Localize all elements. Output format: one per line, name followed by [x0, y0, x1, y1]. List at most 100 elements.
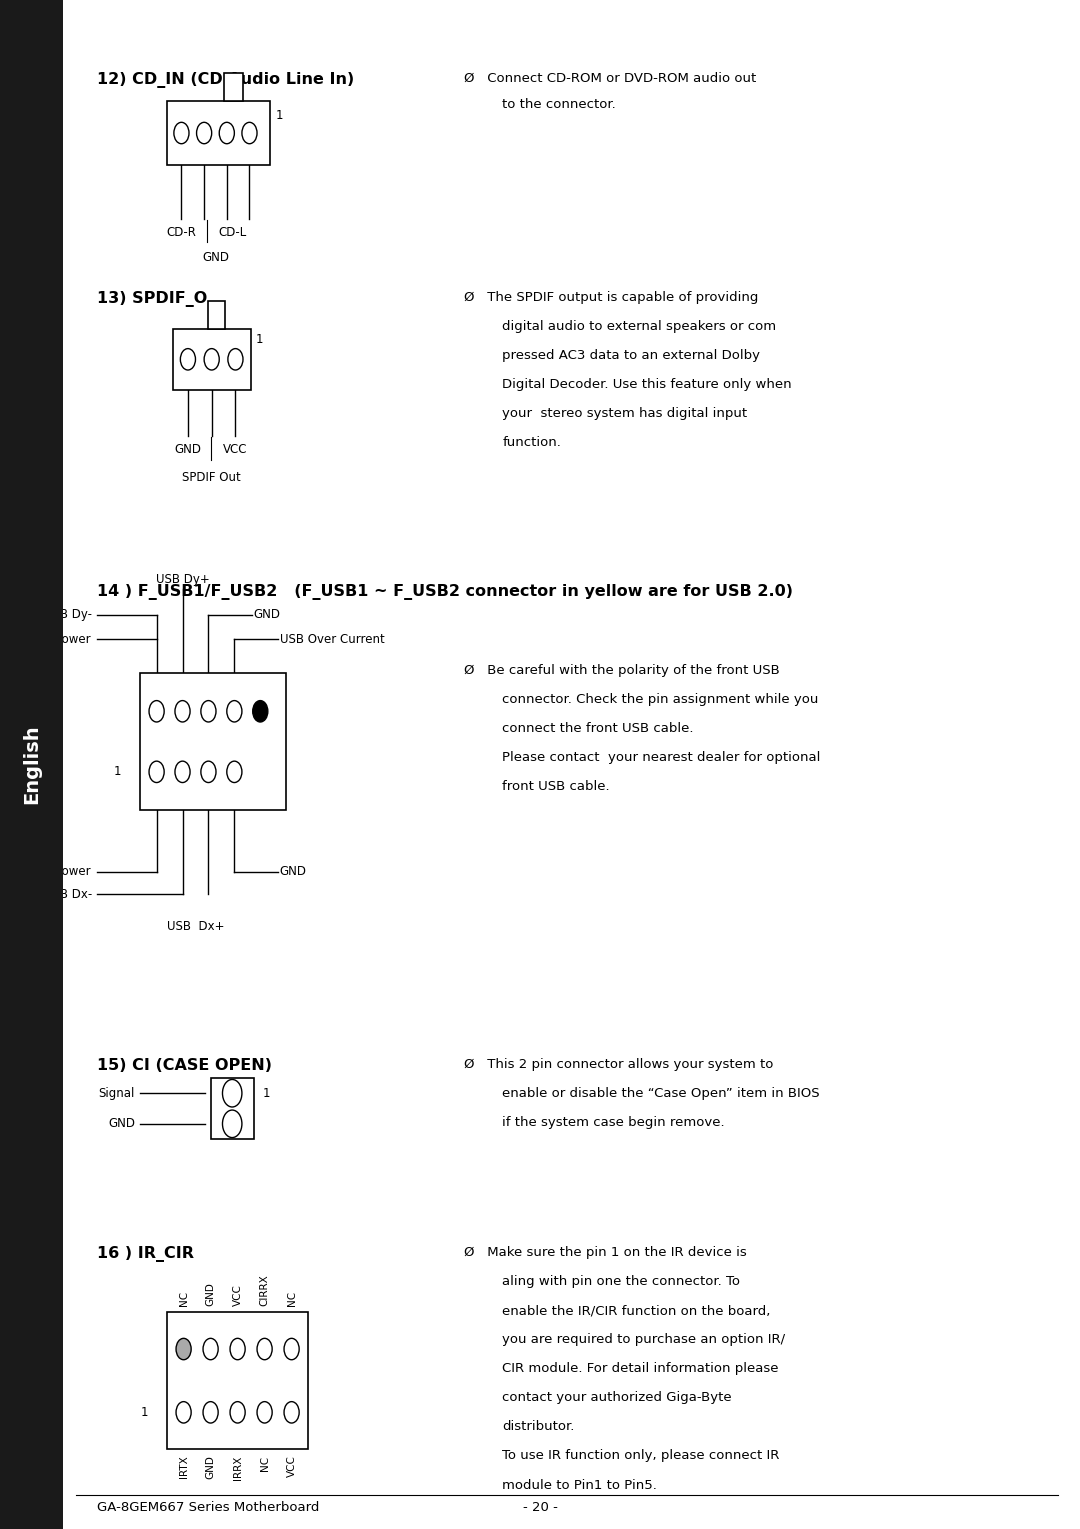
Text: IRRX: IRRX	[232, 1456, 243, 1480]
Text: module to Pin1 to Pin5.: module to Pin1 to Pin5.	[502, 1479, 657, 1492]
Text: SPDIF Out: SPDIF Out	[183, 471, 241, 485]
Text: 16 ) IR_CIR: 16 ) IR_CIR	[97, 1246, 194, 1261]
Text: CD-L: CD-L	[218, 226, 247, 240]
Text: GND: GND	[280, 865, 307, 878]
Circle shape	[175, 700, 190, 722]
Circle shape	[180, 349, 195, 370]
Text: Please contact  your nearest dealer for optional: Please contact your nearest dealer for o…	[502, 751, 821, 764]
Bar	[167, 1312, 308, 1449]
Text: contact your authorized Giga-Byte: contact your authorized Giga-Byte	[502, 1391, 732, 1405]
Text: Ø   This 2 pin connector allows your system to: Ø This 2 pin connector allows your syste…	[464, 1058, 773, 1072]
Text: GND: GND	[202, 251, 229, 265]
Text: GND: GND	[205, 1281, 216, 1306]
Text: connector. Check the pin assignment while you: connector. Check the pin assignment whil…	[502, 693, 819, 706]
Text: CD-R: CD-R	[166, 226, 197, 240]
Text: to the connector.: to the connector.	[502, 98, 616, 112]
Circle shape	[230, 1338, 245, 1359]
Text: 1: 1	[140, 1405, 148, 1419]
Text: NC: NC	[286, 1290, 297, 1306]
Circle shape	[149, 761, 164, 783]
Text: function.: function.	[502, 436, 562, 450]
Circle shape	[203, 1402, 218, 1423]
Text: 1: 1	[113, 766, 121, 778]
Text: CIRRX: CIRRX	[259, 1274, 270, 1306]
Circle shape	[201, 700, 216, 722]
Circle shape	[227, 700, 242, 722]
Circle shape	[201, 761, 216, 783]
Text: Ø   The SPDIF output is capable of providing: Ø The SPDIF output is capable of providi…	[464, 291, 759, 304]
Bar	[173, 329, 251, 390]
Text: connect the front USB cable.: connect the front USB cable.	[502, 722, 693, 735]
Bar	[211, 1078, 254, 1139]
Circle shape	[257, 1402, 272, 1423]
Text: Power: Power	[56, 633, 92, 645]
Text: GND: GND	[254, 609, 281, 621]
Circle shape	[222, 1110, 242, 1138]
Text: 15) CI (CASE OPEN): 15) CI (CASE OPEN)	[97, 1058, 272, 1073]
Text: GND: GND	[205, 1456, 216, 1480]
Text: To use IR function only, please connect IR: To use IR function only, please connect …	[502, 1449, 780, 1463]
Text: Ø   Be careful with the polarity of the front USB: Ø Be careful with the polarity of the fr…	[464, 664, 780, 677]
Bar	[224, 73, 243, 101]
Text: 12) CD_IN (CD Audio Line In): 12) CD_IN (CD Audio Line In)	[97, 72, 354, 87]
Text: your  stereo system has digital input: your stereo system has digital input	[502, 407, 747, 420]
Bar	[140, 673, 286, 810]
Text: Ø   Make sure the pin 1 on the IR device is: Ø Make sure the pin 1 on the IR device i…	[464, 1246, 747, 1260]
Text: USB Dy-: USB Dy-	[44, 609, 92, 621]
Text: enable the IR/CIR function on the board,: enable the IR/CIR function on the board,	[502, 1304, 770, 1318]
Text: USB Dy+: USB Dy+	[156, 572, 210, 586]
Text: you are required to purchase an option IR/: you are required to purchase an option I…	[502, 1333, 785, 1347]
Circle shape	[219, 122, 234, 144]
Circle shape	[284, 1338, 299, 1359]
Text: USB  Dx+: USB Dx+	[166, 920, 225, 934]
Text: distributor.: distributor.	[502, 1420, 575, 1434]
Text: USB Dx-: USB Dx-	[43, 888, 92, 901]
Circle shape	[176, 1402, 191, 1423]
Circle shape	[175, 761, 190, 783]
Text: VCC: VCC	[224, 443, 247, 457]
Circle shape	[203, 1338, 218, 1359]
Circle shape	[227, 761, 242, 783]
Text: 14 ) F_USB1/F_USB2   (F_USB1 ~ F_USB2 connector in yellow are for USB 2.0): 14 ) F_USB1/F_USB2 (F_USB1 ~ F_USB2 conn…	[97, 584, 793, 599]
Text: CIR module. For detail information please: CIR module. For detail information pleas…	[502, 1362, 779, 1376]
Text: VCC: VCC	[232, 1284, 243, 1306]
Circle shape	[230, 1402, 245, 1423]
Circle shape	[242, 122, 257, 144]
Circle shape	[284, 1402, 299, 1423]
Bar	[207, 301, 225, 329]
Text: aling with pin one the connector. To: aling with pin one the connector. To	[502, 1275, 740, 1289]
Circle shape	[257, 1338, 272, 1359]
Text: GA-8GEM667 Series Motherboard: GA-8GEM667 Series Motherboard	[97, 1501, 320, 1515]
Bar	[167, 101, 270, 165]
Text: GND: GND	[175, 443, 202, 457]
Text: USB Over Current: USB Over Current	[280, 633, 384, 645]
Text: Power: Power	[56, 865, 92, 878]
Circle shape	[222, 1079, 242, 1107]
Text: NC: NC	[259, 1456, 270, 1471]
Text: enable or disable the “Case Open” item in BIOS: enable or disable the “Case Open” item i…	[502, 1087, 820, 1101]
Text: Ø   Connect CD-ROM or DVD-ROM audio out: Ø Connect CD-ROM or DVD-ROM audio out	[464, 72, 757, 86]
Text: Digital Decoder. Use this feature only when: Digital Decoder. Use this feature only w…	[502, 378, 792, 391]
Circle shape	[253, 700, 268, 722]
Text: 1: 1	[262, 1087, 270, 1099]
Circle shape	[176, 1338, 191, 1359]
Circle shape	[228, 349, 243, 370]
Text: if the system case begin remove.: if the system case begin remove.	[502, 1116, 725, 1130]
Circle shape	[174, 122, 189, 144]
Circle shape	[204, 349, 219, 370]
Text: VCC: VCC	[286, 1456, 297, 1477]
Text: IRTX: IRTX	[178, 1456, 189, 1479]
Text: front USB cable.: front USB cable.	[502, 780, 610, 794]
Circle shape	[197, 122, 212, 144]
Text: digital audio to external speakers or com: digital audio to external speakers or co…	[502, 320, 777, 333]
Text: 13) SPDIF_O: 13) SPDIF_O	[97, 291, 207, 306]
Bar	[0, 0, 63, 1529]
Circle shape	[149, 700, 164, 722]
Text: 1: 1	[275, 109, 283, 122]
Text: NC: NC	[178, 1290, 189, 1306]
Text: 1: 1	[256, 333, 264, 347]
Text: Signal: Signal	[98, 1087, 135, 1099]
Text: - 20 -: - 20 -	[523, 1501, 557, 1515]
Text: pressed AC3 data to an external Dolby: pressed AC3 data to an external Dolby	[502, 349, 760, 362]
Text: English: English	[22, 725, 41, 804]
